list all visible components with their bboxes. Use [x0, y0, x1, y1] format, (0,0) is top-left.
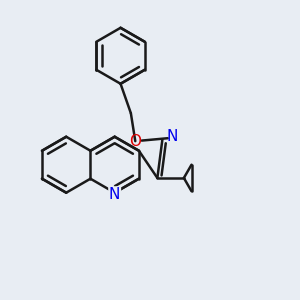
Text: N: N — [109, 187, 120, 202]
Text: O: O — [129, 134, 141, 149]
Text: N: N — [167, 129, 178, 144]
FancyBboxPatch shape — [108, 186, 121, 199]
